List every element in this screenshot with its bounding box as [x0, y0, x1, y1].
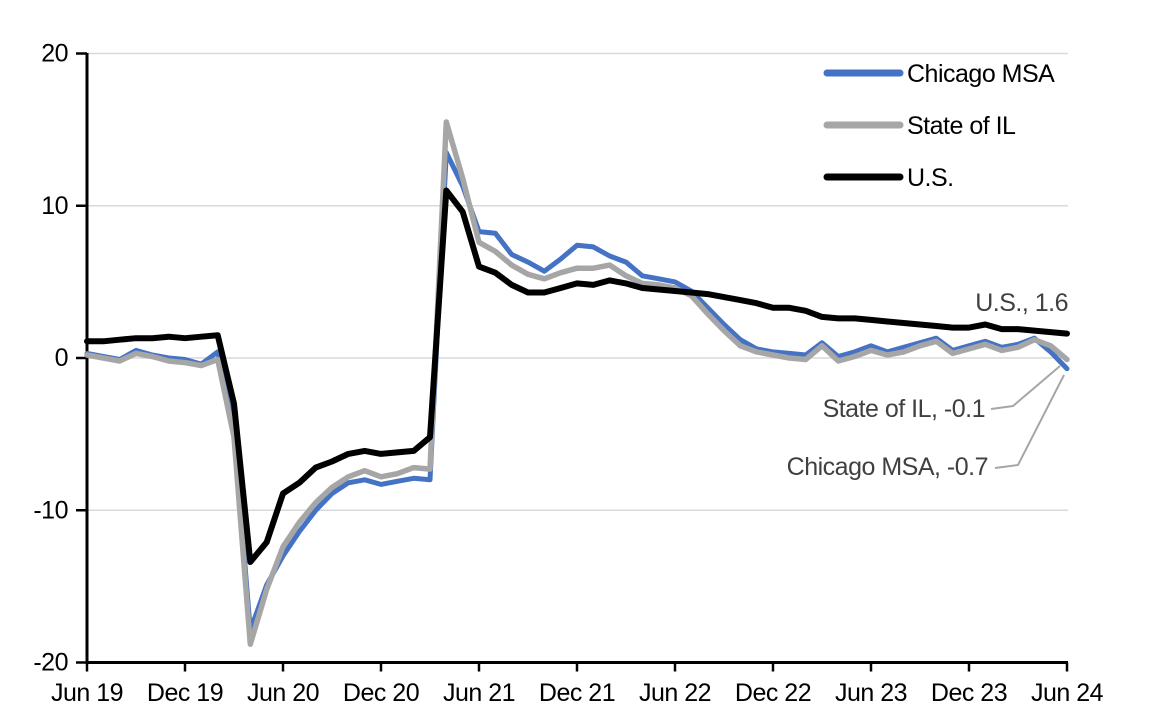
x-tick-label: Jun 22 — [639, 679, 711, 707]
annotation-u-s: U.S., 1.6 — [975, 289, 1068, 317]
state-of-il-line — [84, 119, 1070, 647]
x-tick-label: Dec 21 — [539, 679, 615, 707]
x-tick-label: Jun 20 — [247, 679, 319, 707]
legend-label-state-of-il: State of IL — [907, 112, 1016, 140]
x-tick-label: Jun 21 — [443, 679, 515, 707]
annotation-state-of-il: State of IL, -0.1 — [823, 395, 985, 423]
legend-label-u-s: U.S. — [907, 164, 954, 192]
y-tick-label: -10 — [33, 496, 68, 524]
y-tick-label: 20 — [41, 40, 68, 68]
legend-label-chicago-msa: Chicago MSA — [907, 60, 1055, 88]
y-tick-label: 10 — [41, 192, 68, 220]
y-tick-label: -20 — [33, 649, 68, 677]
annotation-chicago-msa: Chicago MSA, -0.7 — [787, 453, 988, 481]
y-tick-label: 0 — [55, 344, 68, 372]
series-lines — [84, 119, 1070, 647]
x-tick-label: Jun 24 — [1031, 679, 1104, 707]
x-tick-label: Dec 20 — [343, 679, 419, 707]
x-tick-label: Dec 22 — [735, 679, 811, 707]
x-tick-label: Dec 23 — [931, 679, 1007, 707]
gridlines — [87, 52, 1068, 511]
x-tick-label: Jun 23 — [835, 679, 907, 707]
x-tick-label: Jun 19 — [51, 679, 123, 707]
annotation-leader-line — [994, 374, 1065, 469]
annotations: U.S., 1.6 State of IL, -0.1 Chicago MSA, -… — [787, 289, 1069, 481]
x-tick-label: Dec 19 — [147, 679, 223, 707]
u-s-line — [84, 187, 1070, 565]
annotation-leader-line — [990, 365, 1061, 410]
legend: Chicago MSA State of IL U.S. — [823, 60, 1056, 192]
